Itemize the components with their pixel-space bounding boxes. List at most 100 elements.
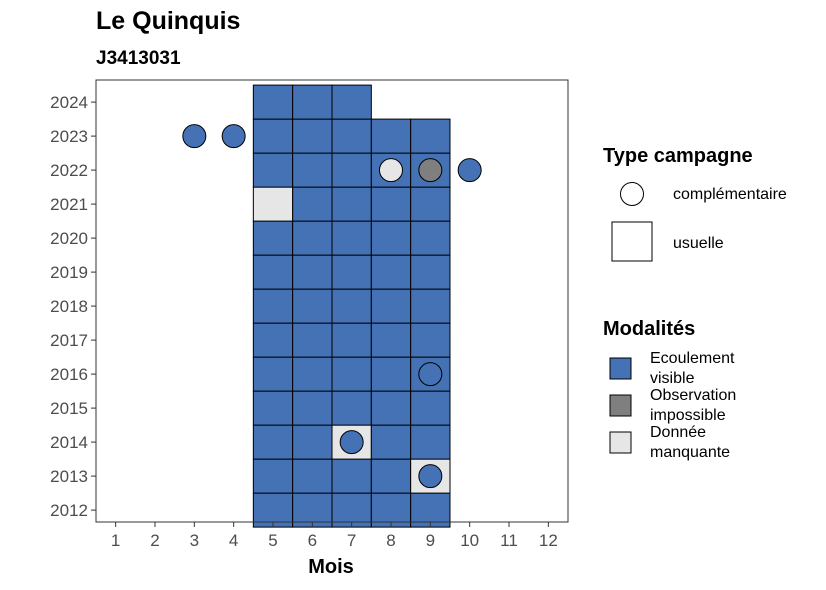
x-tick-label: 9: [426, 531, 435, 550]
y-tick-label: 2022: [50, 161, 88, 180]
y-tick-label: 2015: [50, 399, 88, 418]
tile-2012-8: [370, 492, 412, 528]
tile-2015-6: [292, 390, 333, 426]
legend-swatch: [609, 394, 632, 417]
y-tick-label: 2018: [50, 297, 88, 316]
y-tick-label: 2014: [50, 433, 88, 452]
tile-2020-5: [252, 220, 294, 256]
chart-subtitle: J3413031: [96, 48, 181, 69]
point-2022-10: [457, 158, 482, 183]
tile-2013-5: [252, 458, 294, 494]
tile-2020-6: [292, 220, 333, 256]
point-2022-8: [379, 158, 403, 183]
y-tick-label: 2020: [50, 229, 88, 248]
chart-title: Le Quinquis: [96, 7, 240, 35]
tile-2014-8: [370, 424, 412, 460]
tile-2016-5: [252, 356, 294, 392]
y-tick-label: 2012: [50, 501, 88, 520]
usuelle-tiles: [252, 84, 451, 528]
tile-2014-9: [410, 424, 451, 460]
tile-2018-5: [252, 288, 294, 324]
tile-2018-7: [331, 288, 372, 324]
tile-2024-7: [331, 84, 372, 120]
legend-label-line1: Observation: [650, 387, 736, 404]
x-tick-label: 12: [539, 531, 558, 550]
y-tick-label: 2017: [50, 331, 88, 350]
tile-2022-7: [331, 152, 372, 188]
tile-2024-6: [292, 84, 333, 120]
y-tick-label: 2016: [50, 365, 88, 384]
tile-2023-9: [410, 118, 451, 154]
tile-2019-5: [252, 254, 294, 290]
point-2013-9: [418, 464, 443, 489]
legend: Type campagne complémentaire usuelle Mod…: [603, 145, 787, 461]
tile-2017-9: [410, 322, 451, 358]
legend-modalite-title: Modalités: [603, 318, 695, 340]
tile-2016-7: [331, 356, 372, 392]
tile-2024-5: [252, 84, 294, 120]
y-tick-label: 2024: [50, 93, 88, 112]
x-tick-label: 3: [190, 531, 199, 550]
point-2023-3: [182, 124, 207, 149]
tile-2016-8: [370, 356, 412, 392]
y-tick-label: 2023: [50, 127, 88, 146]
legend-label-line2: impossible: [650, 407, 726, 424]
tile-2019-9: [410, 254, 451, 290]
tile-2021-6: [292, 186, 333, 222]
complementaire-points: [182, 124, 482, 489]
tile-2017-8: [370, 322, 412, 358]
x-tick-label: 7: [347, 531, 356, 550]
tile-2017-7: [331, 322, 372, 358]
plot-area: [95, 79, 569, 528]
tile-2020-9: [410, 220, 451, 256]
plot-border: [95, 79, 569, 523]
x-tick-label: 1: [111, 531, 120, 550]
legend-label-line1: Donnée: [650, 424, 706, 441]
tile-2012-5: [252, 492, 294, 528]
tile-2014-6: [292, 424, 333, 460]
tile-2017-6: [292, 322, 333, 358]
legend-square-key: [611, 221, 653, 262]
x-tick-label: 10: [460, 531, 479, 550]
point-2023-4: [221, 124, 246, 149]
x-tick-label: 5: [268, 531, 277, 550]
tile-2013-8: [370, 458, 412, 494]
tile-2014-5: [252, 424, 294, 460]
x-tick-label: 2: [150, 531, 159, 550]
legend-label-line2: manquante: [650, 444, 730, 461]
tile-2019-7: [331, 254, 372, 290]
legend-label-line1: Ecoulement: [650, 350, 735, 367]
tile-2015-9: [410, 390, 451, 426]
legend-circle-key: [620, 182, 644, 206]
point-2014-7: [339, 430, 364, 455]
tile-2023-7: [331, 118, 372, 154]
tile-2023-5: [252, 118, 294, 154]
point-2016-9: [418, 362, 443, 387]
tile-2023-6: [292, 118, 333, 154]
tile-2021-7: [331, 186, 372, 222]
x-tick-label: 4: [229, 531, 238, 550]
tile-2022-5: [252, 152, 294, 188]
tile-2018-9: [410, 288, 451, 324]
x-axis-title: Mois: [308, 556, 354, 578]
x-tick-label: 6: [308, 531, 317, 550]
legend-label-line2: visible: [650, 370, 695, 387]
tile-2015-5: [252, 390, 294, 426]
tile-2016-6: [292, 356, 333, 392]
tile-2021-9: [410, 186, 451, 222]
tile-2019-6: [292, 254, 333, 290]
tile-2017-5: [252, 322, 294, 358]
point-2022-9: [418, 158, 443, 183]
tile-2021-8: [370, 186, 412, 222]
tile-2023-8: [370, 118, 412, 154]
tile-2013-6: [292, 458, 333, 494]
y-tick-label: 2019: [50, 263, 88, 282]
legend-type-usuelle: usuelle: [673, 235, 724, 252]
tile-2018-8: [370, 288, 412, 324]
tile-2018-6: [292, 288, 333, 324]
tile-2021-5: [252, 186, 294, 222]
x-axis: 1 2 3 4 5 6 7 8 9 10 11 12: [111, 522, 558, 550]
y-axis: 2012 2013 2014 2015 2016 2017 2018 2019 2020 2021…: [50, 93, 96, 520]
tile-2019-8: [370, 254, 412, 290]
